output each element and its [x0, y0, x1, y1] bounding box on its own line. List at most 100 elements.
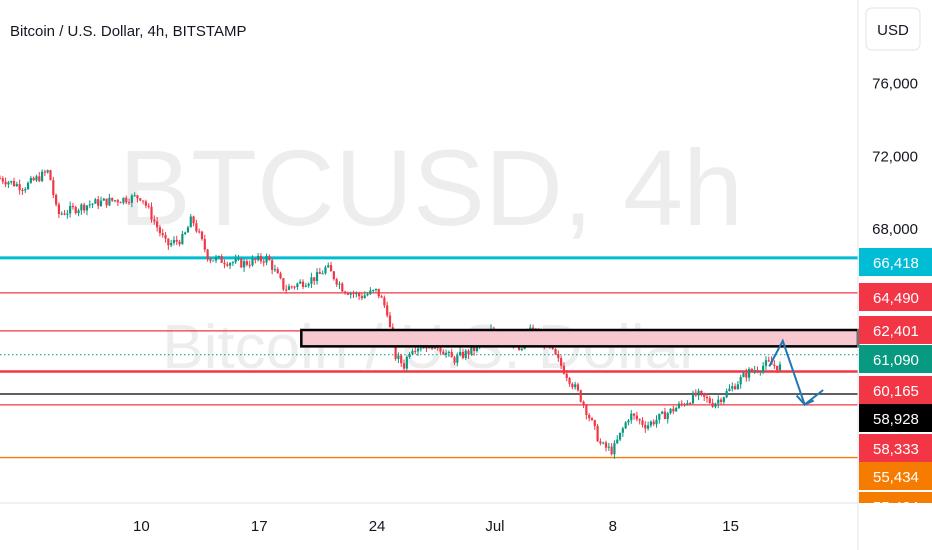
price-tag-label: 58,928 — [873, 411, 919, 428]
candle-body — [88, 204, 91, 206]
candle-body — [313, 277, 316, 281]
candle-body — [756, 370, 759, 372]
projection-layer — [768, 338, 824, 407]
candle-body — [175, 239, 178, 242]
candle-body — [733, 386, 737, 390]
price-tag-label: 58,333 — [873, 441, 919, 458]
time-tick-label: 10 — [133, 518, 150, 535]
candle-body — [459, 351, 462, 356]
candle-body — [700, 390, 703, 394]
candle-body — [29, 177, 32, 183]
candle-body — [596, 425, 599, 442]
candle-body — [400, 355, 403, 364]
price-tag-box — [859, 376, 932, 404]
candle-body — [719, 399, 723, 402]
candle-body — [739, 377, 742, 385]
currency-button[interactable]: USD — [865, 7, 921, 51]
candle-body — [343, 291, 347, 294]
candle-body — [172, 239, 176, 243]
candle-body — [363, 295, 366, 299]
candle-body — [271, 260, 274, 270]
price-tag: 62,401 — [859, 316, 932, 344]
candle-body — [206, 249, 209, 260]
candle-body — [24, 189, 27, 191]
candle-body — [46, 170, 49, 173]
candle-body — [119, 202, 122, 204]
price-tag-box — [859, 462, 932, 490]
candle-body — [105, 198, 108, 206]
price-tag: 66,418 — [859, 248, 932, 276]
candle-body — [10, 181, 13, 183]
candle-body — [265, 256, 268, 263]
candle-body — [750, 368, 754, 372]
candle-body — [714, 403, 717, 407]
candle-body — [346, 293, 349, 295]
candle-body — [568, 378, 571, 384]
candle-body — [610, 446, 613, 455]
candle-body — [282, 278, 285, 290]
candle-body — [276, 269, 279, 274]
candle-body — [711, 402, 714, 407]
candle-body — [324, 267, 327, 274]
candle-body — [776, 365, 779, 371]
candle-body — [108, 197, 111, 206]
candle-body — [296, 283, 299, 288]
candle-body — [377, 288, 380, 297]
candle-body — [113, 200, 117, 202]
candle-body — [338, 283, 341, 285]
candle-body — [588, 414, 591, 419]
candle-body — [574, 384, 577, 388]
candle-body — [214, 257, 218, 261]
candle-body — [7, 182, 10, 185]
candle-body — [217, 256, 220, 258]
price-tag-box — [859, 434, 932, 462]
candle-body — [234, 258, 237, 263]
price-tag-label: 66,418 — [873, 255, 919, 272]
candle-body — [554, 348, 557, 355]
candle-body — [69, 205, 72, 214]
candle-body — [655, 419, 658, 425]
candle-body — [560, 358, 563, 366]
candle-body — [355, 293, 358, 295]
supply-zone — [300, 328, 860, 348]
candle-body — [411, 350, 414, 355]
price-tag: 58,928 — [859, 404, 932, 432]
candle-body — [571, 383, 574, 388]
time-tick-label: 15 — [722, 518, 739, 535]
candle-body — [161, 233, 164, 236]
candle-body — [71, 205, 75, 208]
candle-body — [335, 279, 338, 285]
candle-body — [680, 403, 683, 405]
candle-body — [290, 286, 293, 288]
candle-body — [414, 350, 417, 352]
price-tag-box — [859, 492, 932, 503]
candle-body — [722, 397, 725, 402]
candle-body — [116, 200, 119, 203]
time-tick-label: 8 — [609, 518, 617, 535]
candle-body — [708, 398, 711, 403]
watermark-symbol: BTCUSD, 4h — [119, 127, 743, 248]
candle-body — [228, 263, 232, 266]
candle-body — [315, 272, 319, 281]
currency-label: USD — [877, 22, 909, 39]
candle-body — [83, 204, 86, 211]
candle-body — [464, 350, 467, 358]
candle-body — [122, 197, 125, 203]
candle-body — [299, 281, 302, 284]
candle-body — [616, 439, 619, 444]
candle-body — [562, 365, 566, 374]
time-scale[interactable]: 10 17 24 Jul 8 15 — [0, 502, 858, 535]
candle-body — [686, 403, 689, 406]
price-scale[interactable]: 68,000 72,000 76,000 66,418 64,490 62,401 61,… — [857, 0, 932, 550]
candle-body — [374, 288, 378, 291]
candle-body — [1, 178, 4, 182]
candle-body — [139, 198, 142, 201]
time-tick-label: 17 — [251, 518, 268, 535]
candle-body — [593, 420, 596, 426]
candle-body — [747, 368, 751, 378]
candle-body — [372, 290, 375, 292]
price-tick-labels: 68,000 72,000 76,000 — [872, 76, 918, 238]
candle-body — [141, 200, 145, 202]
